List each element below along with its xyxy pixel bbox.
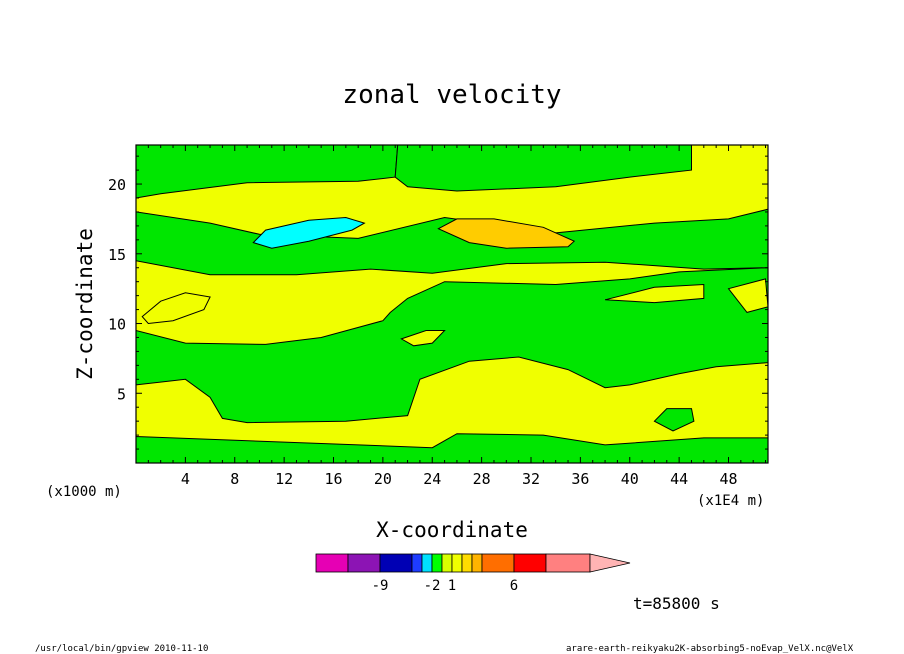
- y-tick-label: 10: [108, 316, 126, 334]
- colorbar-tick-label: 6: [510, 578, 518, 594]
- colorbar-tick-label: -9: [372, 578, 389, 594]
- x-tick-label: 24: [423, 470, 441, 488]
- x-tick-label: 40: [621, 470, 639, 488]
- x-tick-label: 8: [230, 470, 239, 488]
- colorbar-box: [481, 553, 515, 573]
- x-tick-label: 20: [374, 470, 392, 488]
- contour-region-green-3: [136, 267, 768, 424]
- x-unit-label: (x1000 m): [46, 484, 122, 500]
- colorbar-tick-label: 1: [448, 578, 456, 594]
- colorbar: -9 -2 1 6: [315, 553, 631, 594]
- footer-left: /usr/local/bin/gpview 2010-11-10: [35, 644, 208, 654]
- colorbar-box: [411, 553, 423, 573]
- colorbar-extend-arrow: [589, 553, 631, 573]
- contour-region-cyan-10: [252, 216, 366, 249]
- time-label: t=85800 s: [633, 594, 720, 613]
- colorbar-tick-label: -2: [424, 578, 441, 594]
- colorbar-box: [431, 553, 443, 573]
- x-tick-label: 48: [719, 470, 737, 488]
- y-axis-title: Z-coordinate: [73, 228, 97, 380]
- contour-region-green-9: [653, 408, 695, 432]
- contour-region-green-2: [136, 208, 768, 276]
- chart-title: zonal velocity: [342, 80, 561, 110]
- x-tick-label: 4: [181, 470, 190, 488]
- colorbar-box: [545, 553, 591, 573]
- y-unit-label: (x1E4 m): [697, 493, 764, 509]
- x-axis-title: X-coordinate: [376, 518, 528, 542]
- y-tick-label: 20: [108, 176, 126, 194]
- y-tick-label: 15: [108, 246, 126, 264]
- contour-region-orange-11: [437, 218, 576, 249]
- colorbar-box: [441, 553, 453, 573]
- x-tick-label: 16: [324, 470, 342, 488]
- colorbar-box: [513, 553, 547, 573]
- contour-region-yellow-6: [604, 283, 705, 304]
- x-tick-label: 36: [571, 470, 589, 488]
- contour-region-yellow-8: [400, 330, 446, 347]
- colorbar-box: [347, 553, 381, 573]
- contour-region-green-1: [394, 145, 692, 192]
- colorbar-box: [471, 553, 483, 573]
- plot-frame: [135, 144, 769, 464]
- colorbar-box: [379, 553, 413, 573]
- x-tick-label: 32: [522, 470, 540, 488]
- colorbar-box: [451, 553, 463, 573]
- contour-region-yellow-7: [727, 278, 768, 313]
- footer-right: arare-earth-reikyaku2K-absorbing5-noEvap…: [566, 644, 854, 654]
- contour-region-yellow-5: [141, 292, 211, 325]
- x-tick-label: 44: [670, 470, 688, 488]
- contour-region-green-4: [136, 433, 768, 463]
- y-tick-label: 5: [117, 385, 126, 403]
- x-tick-label: 28: [473, 470, 491, 488]
- colorbar-box: [421, 553, 433, 573]
- colorbar-box: [315, 553, 349, 573]
- x-tick-label: 12: [275, 470, 293, 488]
- colorbar-box: [461, 553, 473, 573]
